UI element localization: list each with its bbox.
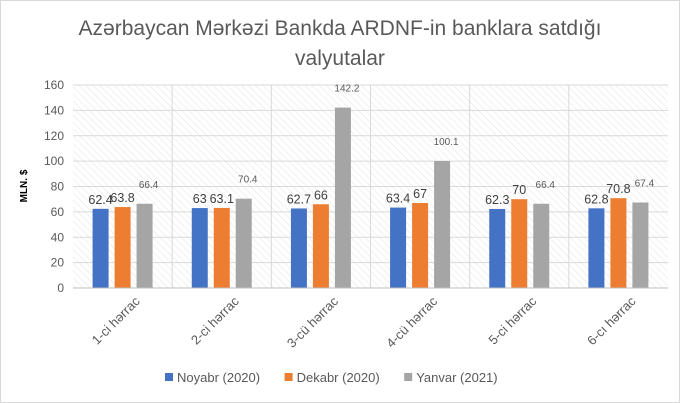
y-tick-label: 120 [44, 129, 64, 143]
y-tick-label: 160 [44, 78, 64, 92]
y-tick-label: 60 [51, 205, 65, 219]
legend: Noyabr (2020) Dekabr (2020) Yanvar (2021) [165, 370, 498, 385]
chart-title: Azərbaycan Mərkəzi Bankda ARDNF-in bankl… [78, 17, 602, 70]
bar [533, 203, 550, 288]
data-label: 62.4 [88, 193, 112, 207]
x-tick-label: 1-ci hərrac [89, 293, 143, 347]
bar [92, 208, 109, 288]
legend-swatch [404, 373, 413, 381]
data-label: 66.4 [536, 180, 556, 191]
legend-label: Dekabr (2020) [297, 370, 380, 385]
y-axis: 0 20 40 60 80 100 120 140 160 [44, 78, 64, 295]
bar [434, 160, 451, 288]
y-tick-label: 80 [51, 180, 65, 194]
bar [136, 203, 153, 288]
data-label: 62.8 [584, 192, 608, 206]
data-label: 70.8 [606, 182, 630, 196]
bar [235, 198, 252, 288]
y-tick-label: 20 [51, 256, 65, 270]
legend-swatch [284, 373, 293, 381]
bar [290, 208, 307, 288]
data-label: 100.1 [434, 137, 459, 148]
data-label: 63.8 [110, 191, 134, 205]
y-axis-label: MLN. $ [19, 169, 30, 202]
bar [412, 202, 429, 288]
x-tick-label: 2-ci hərrac [188, 293, 242, 347]
bar [191, 208, 208, 288]
data-label: 63 [193, 192, 207, 206]
data-label: 70.4 [238, 175, 258, 186]
data-labels: 62.463.8 66.4 63 63.1 70.4 62.7 66 142.2 63.4 67 1… [88, 84, 654, 207]
bar [312, 204, 329, 288]
bar [489, 208, 506, 288]
bar [334, 107, 351, 289]
y-tick-label: 0 [57, 281, 64, 295]
bar [213, 207, 230, 288]
data-label: 67 [413, 187, 427, 201]
data-label: 67.4 [635, 178, 655, 189]
data-label: 70 [512, 183, 526, 197]
data-label: 62.3 [485, 193, 509, 207]
data-label: 66 [314, 188, 328, 202]
legend-label: Noyabr (2020) [177, 370, 260, 385]
x-tick-label: 4-cü hərrac [383, 293, 440, 350]
y-tick-label: 140 [44, 103, 64, 117]
y-tick-label: 40 [51, 230, 65, 244]
x-tick-label: 5-ci hərrac [485, 293, 539, 347]
x-tick-label: 3-cü hərrac [284, 293, 341, 350]
data-label: 142.2 [334, 84, 359, 95]
data-label: 66.4 [139, 180, 159, 191]
x-axis: 1-ci hərrac 2-ci hərrac 3-cü hərrac 4-cü hə… [73, 287, 668, 351]
bar [632, 202, 649, 288]
legend-label: Yanvar (2021) [416, 370, 497, 385]
data-label: 63.4 [386, 192, 410, 206]
data-label: 63.1 [210, 192, 234, 206]
data-label: 62.7 [287, 192, 311, 206]
bar [114, 207, 131, 288]
bar [390, 207, 407, 288]
x-tick-label: 6-cı hərrac [584, 293, 639, 348]
bars [92, 107, 649, 289]
bar [610, 198, 627, 288]
legend-swatch [165, 373, 173, 381]
bar [588, 208, 605, 288]
bar [511, 199, 528, 288]
y-tick-label: 100 [44, 154, 64, 168]
